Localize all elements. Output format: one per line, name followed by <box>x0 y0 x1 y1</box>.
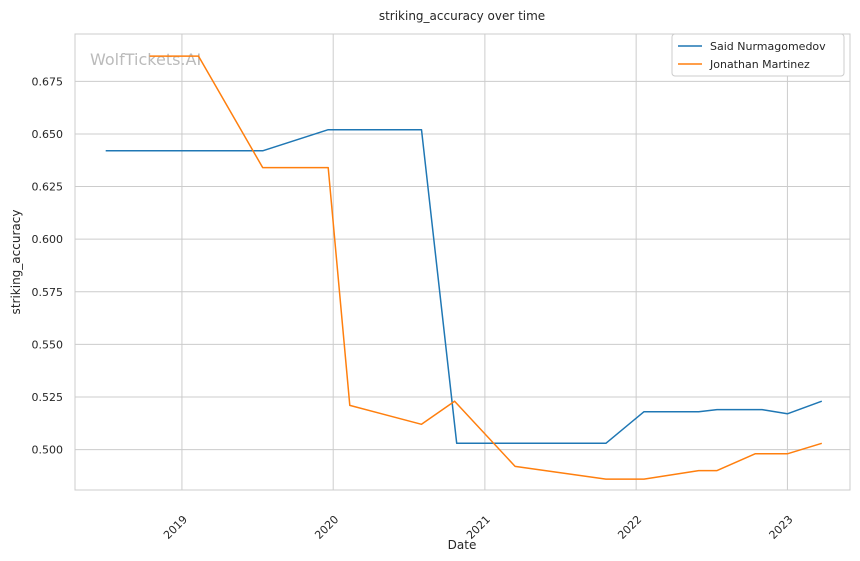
y-tick-label: 0.575 <box>32 286 64 299</box>
y-tick-label: 0.625 <box>32 181 64 194</box>
legend-label-2: Jonathan Martinez <box>709 58 810 71</box>
series-line-1 <box>105 128 823 445</box>
legend: Said Nurmagomedov Jonathan Martinez <box>671 33 845 77</box>
y-tick-label: 0.525 <box>32 391 64 404</box>
y-tick-label: 0.600 <box>32 233 64 246</box>
y-tick-label: 0.650 <box>32 128 64 141</box>
plot-frame <box>74 33 851 491</box>
watermark-text: WolfTickets.AI <box>90 50 201 69</box>
x-axis-label: Date <box>448 538 477 552</box>
y-axis-label: striking_accuracy <box>9 210 23 315</box>
y-tick-label: 0.500 <box>32 444 64 457</box>
y-tick-label: 0.550 <box>32 338 64 351</box>
legend-box <box>671 33 845 77</box>
chart-title: striking_accuracy over time <box>379 9 545 23</box>
series-line-2 <box>149 55 823 480</box>
series-layer <box>105 55 823 480</box>
y-tick-label: 0.675 <box>32 75 64 88</box>
legend-label-1: Said Nurmagomedov <box>710 40 826 53</box>
